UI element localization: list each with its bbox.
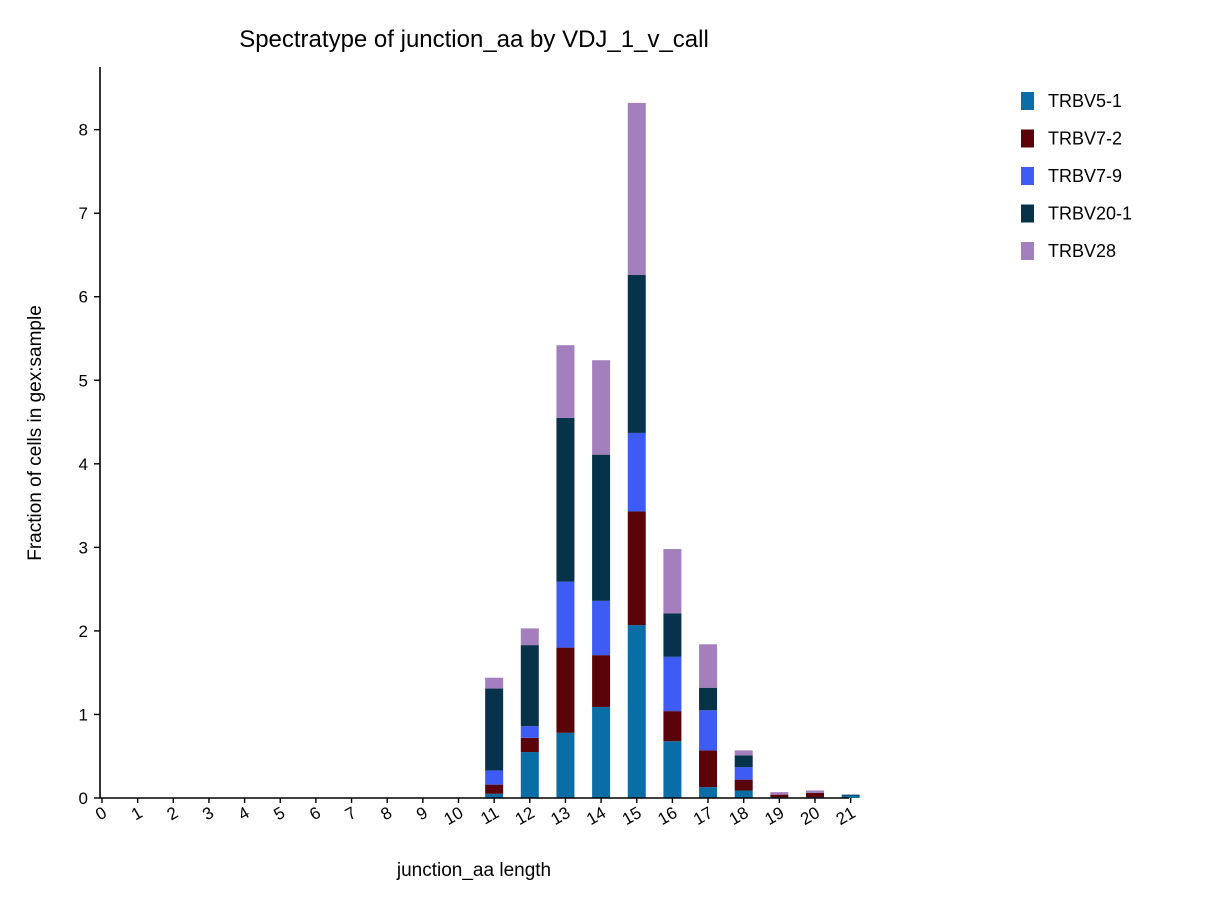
x-tick-label: 20	[797, 803, 823, 829]
bar-segment-trbv7-9-18	[734, 767, 753, 780]
bar-segment-trbv5-1-13	[556, 732, 575, 798]
x-tick-label: 12	[512, 803, 538, 829]
x-tick-label: 10	[441, 803, 467, 829]
bar-segment-trbv28-11	[485, 677, 504, 689]
x-tick-label: 9	[413, 803, 431, 824]
x-tick-label: 7	[342, 803, 360, 824]
bar-segment-trbv7-9-12	[520, 726, 539, 738]
x-tick-label: 1	[128, 803, 146, 824]
bar-segment-trbv20-1-13	[556, 417, 575, 582]
bar-segment-trbv7-9-17	[699, 710, 718, 751]
bar-segment-trbv7-9-11	[485, 770, 504, 785]
x-tick-label: 14	[583, 803, 609, 829]
y-tick-label: 0	[79, 789, 88, 808]
bar-segment-trbv7-9-16	[663, 656, 682, 712]
chart-title: Spectratype of junction_aa by VDJ_1_v_ca…	[239, 26, 709, 53]
y-tick-label: 6	[79, 288, 88, 307]
bar-segment-trbv28-17	[699, 644, 718, 688]
bar-segment-trbv5-1-14	[592, 706, 611, 798]
legend: TRBV5-1 TRBV7-2 TRBV7-9 TRBV20-1 TRBV28	[1021, 91, 1132, 261]
bar-segment-trbv5-1-15	[627, 625, 646, 798]
x-tick-label: 2	[164, 803, 182, 824]
legend-label-trbv5-1: TRBV5-1	[1048, 91, 1122, 111]
bar-segment-trbv20-1-14	[592, 454, 611, 601]
bar-segment-trbv28-12	[520, 628, 539, 646]
bar-segment-trbv5-1-11	[485, 793, 504, 798]
legend-label-trbv20-1: TRBV20-1	[1048, 204, 1132, 224]
bar-segment-trbv5-1-21	[841, 795, 860, 798]
legend-swatch-trbv28	[1021, 242, 1034, 260]
legend-label-trbv7-9: TRBV7-9	[1048, 166, 1122, 186]
bar-segment-trbv20-1-18	[734, 755, 753, 768]
legend-swatch-trbv20-1	[1021, 204, 1034, 223]
x-tick-label: 17	[690, 803, 716, 829]
x-tick-label: 21	[833, 803, 859, 829]
y-tick-label: 3	[79, 538, 88, 557]
y-tick-label: 7	[79, 204, 88, 223]
bar-segment-trbv5-1-16	[663, 741, 682, 798]
bar-segment-trbv7-9-15	[627, 432, 646, 512]
bar-segment-trbv7-9-13	[556, 581, 575, 648]
x-axis-label: junction_aa length	[396, 860, 551, 881]
x-tick-label: 15	[619, 803, 645, 829]
x-tick-label: 13	[548, 803, 574, 829]
bar-segment-trbv20-1-15	[627, 275, 646, 433]
bar-segment-trbv5-1-17	[699, 787, 718, 798]
y-axis-label: Fraction of cells in gex:sample	[25, 305, 46, 561]
bar-segment-trbv28-13	[556, 345, 575, 418]
bar-segment-trbv20-1-12	[520, 645, 539, 727]
bar-segment-trbv5-1-18	[734, 790, 753, 798]
bar-segment-trbv7-2-12	[520, 737, 539, 753]
bar-segment-trbv28-18	[734, 750, 753, 756]
bar-segment-trbv20-1-21	[841, 794, 860, 796]
x-tick-label: 8	[377, 803, 395, 824]
bar-segment-trbv28-20	[806, 790, 824, 793]
x-ticks: 0 1 2 3 4 5 6 7 8 9 10 11 12 13 14 15 16 17 18 19 20 21	[92, 798, 859, 829]
bar-segment-trbv7-2-19	[770, 794, 789, 798]
bar-segment-trbv20-1-11	[485, 688, 504, 771]
x-tick-label: 19	[761, 803, 787, 829]
y-tick-label: 4	[79, 455, 88, 474]
bar-segment-trbv28-19	[770, 792, 789, 795]
y-ticks: 0 1 2 3 4 5 6 7 8	[79, 121, 100, 808]
x-tick-label: 0	[92, 803, 110, 824]
legend-swatch-trbv7-9	[1021, 167, 1034, 185]
bars-group	[485, 102, 860, 798]
x-tick-label: 18	[726, 803, 752, 829]
y-tick-label: 8	[79, 121, 88, 140]
bar-segment-trbv7-2-15	[627, 511, 646, 626]
bar-segment-trbv7-9-14	[592, 600, 611, 656]
legend-label-trbv28: TRBV28	[1048, 241, 1116, 261]
x-tick-label: 3	[199, 803, 217, 824]
bar-segment-trbv20-1-17	[699, 687, 718, 711]
legend-label-trbv7-2: TRBV7-2	[1048, 129, 1122, 149]
bar-segment-trbv7-2-14	[592, 655, 611, 707]
bar-segment-trbv7-2-16	[663, 711, 682, 742]
x-tick-label: 4	[235, 803, 253, 824]
legend-swatch-trbv5-1	[1021, 92, 1034, 110]
bar-segment-trbv20-1-16	[663, 613, 682, 657]
bar-segment-trbv7-2-11	[485, 784, 504, 794]
bar-segment-trbv7-2-18	[734, 779, 753, 791]
bar-segment-trbv7-2-20	[806, 792, 824, 798]
legend-swatch-trbv7-2	[1021, 129, 1034, 148]
bar-segment-trbv28-16	[663, 549, 682, 614]
x-tick-label: 6	[306, 803, 324, 824]
y-tick-label: 2	[79, 622, 88, 641]
x-tick-label: 5	[271, 803, 289, 824]
bar-segment-trbv28-14	[592, 360, 611, 455]
y-tick-label: 1	[79, 705, 88, 724]
bar-segment-trbv7-2-17	[699, 750, 718, 788]
y-tick-label: 5	[79, 371, 88, 390]
x-tick-label: 11	[477, 803, 502, 828]
bar-segment-trbv7-2-13	[556, 647, 575, 733]
bar-segment-trbv5-1-12	[520, 752, 539, 798]
bar-segment-trbv28-15	[627, 102, 646, 276]
x-tick-label: 16	[655, 803, 681, 829]
